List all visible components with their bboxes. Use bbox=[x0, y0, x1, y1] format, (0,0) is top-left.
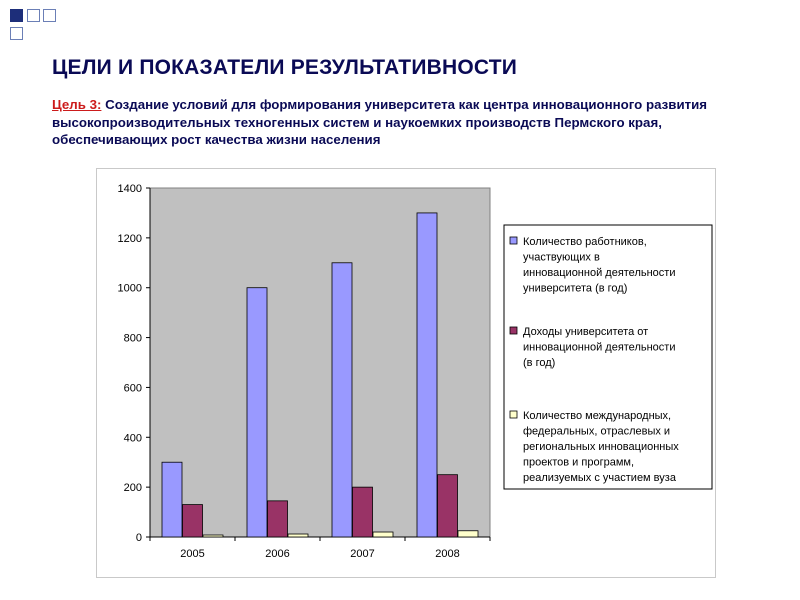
legend-label: (в год) bbox=[523, 357, 555, 369]
legend-label: университета (в год) bbox=[523, 283, 627, 295]
legend-label: федеральных, отраслевых и bbox=[523, 426, 670, 438]
y-tick-label: 1000 bbox=[118, 283, 142, 295]
bar-series-1 bbox=[161, 461, 183, 538]
y-tick-label: 600 bbox=[124, 382, 142, 394]
corner-square-light bbox=[43, 9, 56, 22]
bar-series-1 bbox=[246, 287, 268, 538]
y-tick-label: 800 bbox=[124, 333, 142, 345]
legend-label: региональных инновационных bbox=[523, 441, 679, 453]
y-tick-label: 0 bbox=[136, 532, 142, 544]
goal-prefix: Цель 3: bbox=[52, 97, 102, 112]
legend-label: Количество работников, bbox=[523, 236, 647, 248]
legend-label: инновационной деятельности bbox=[523, 342, 675, 354]
bar-series-2 bbox=[437, 474, 458, 538]
x-tick-label: 2006 bbox=[265, 548, 289, 560]
y-tick-label: 200 bbox=[124, 482, 142, 494]
bar-series-3 bbox=[372, 531, 394, 538]
y-tick-label: 1400 bbox=[118, 183, 142, 195]
goal-description: Цель 3: Создание условий для формировани… bbox=[52, 96, 772, 149]
bar-series-2 bbox=[182, 504, 203, 538]
bar-series-1 bbox=[416, 212, 438, 538]
legend-label: реализуемых с участием вуза bbox=[523, 472, 677, 484]
corner-square-dark bbox=[10, 9, 23, 22]
bar-series-2 bbox=[352, 486, 373, 538]
legend-label: Количество международных, bbox=[523, 410, 671, 422]
corner-square-light bbox=[27, 9, 40, 22]
legend-swatch-2 bbox=[509, 326, 518, 335]
legend-label: инновационной деятельности bbox=[523, 267, 675, 279]
legend-swatch-3 bbox=[509, 410, 518, 419]
bar-series-2 bbox=[267, 500, 288, 538]
legend-box bbox=[503, 224, 713, 490]
bar-series-3 bbox=[202, 534, 224, 538]
y-tick-label: 400 bbox=[124, 432, 142, 444]
page-title: ЦЕЛИ И ПОКАЗАТЕЛИ РЕЗУЛЬТАТИВНОСТИ bbox=[52, 56, 518, 79]
bar-series-3 bbox=[457, 530, 479, 538]
bar-series-3 bbox=[287, 533, 309, 538]
bar-series-1 bbox=[331, 262, 353, 538]
x-tick-label: 2005 bbox=[180, 548, 204, 560]
legend-label: Доходы университета от bbox=[523, 326, 648, 338]
x-tick-label: 2008 bbox=[435, 548, 459, 560]
legend-swatch-1 bbox=[509, 236, 518, 245]
goal-text: Создание условий для формирования универ… bbox=[52, 97, 708, 147]
legend-label: участвующих в bbox=[523, 252, 600, 264]
x-tick-label: 2007 bbox=[350, 548, 374, 560]
bar-chart: 0 200 400 600 800 1000 1200 1400 2005 2006 2007 200… bbox=[118, 183, 713, 560]
legend-label: проектов и программ, bbox=[523, 457, 634, 469]
y-tick-label: 1200 bbox=[118, 233, 142, 245]
corner-square-light bbox=[10, 27, 23, 40]
chart-frame: 0 200 400 600 800 1000 1200 1400 2005 2006 2007 200… bbox=[96, 168, 716, 578]
